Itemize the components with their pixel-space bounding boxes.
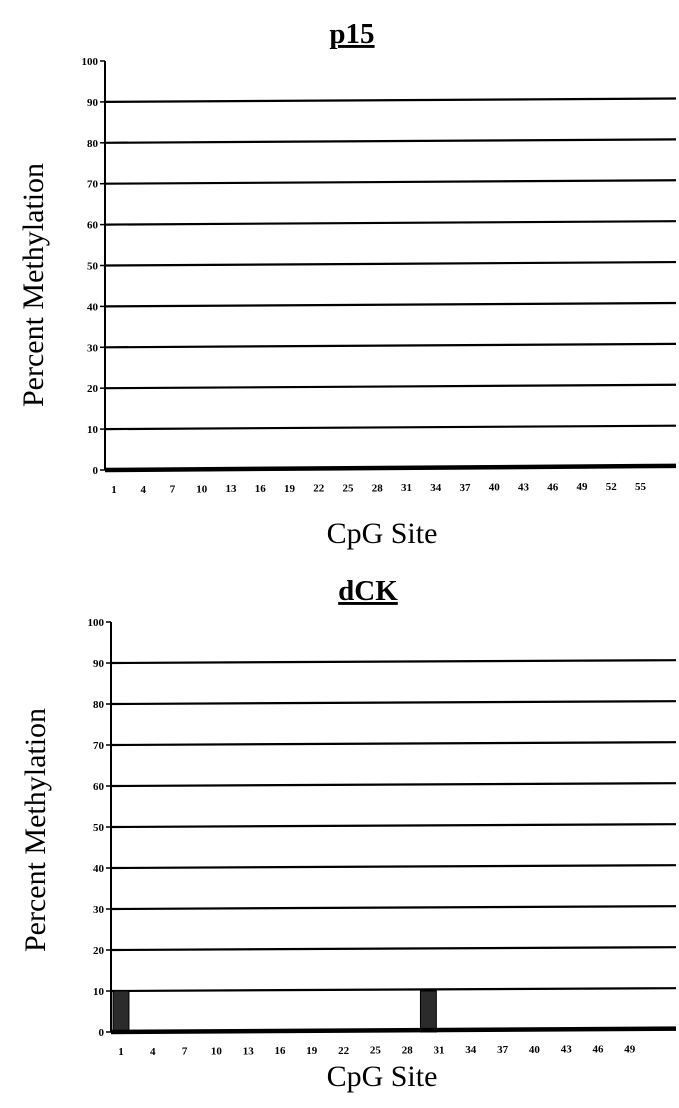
x-tick-label-49: 49: [624, 1043, 636, 1055]
gridline-90: [104, 97, 677, 103]
gridline-80: [110, 700, 677, 706]
x-tick-label-34: 34: [465, 1044, 477, 1056]
y-tick-label-100: 100: [82, 56, 99, 68]
dck-chart: dCK Percent Methylation CpG Site 0 10 20 30…: [19, 575, 677, 1093]
x-tick-label-37: 37: [460, 482, 472, 494]
y-tick-label-10: 10: [93, 986, 105, 998]
gridline-10: [110, 987, 677, 993]
gridline-30: [110, 905, 677, 911]
x-axis-title: CpG Site: [327, 1060, 438, 1093]
gridlines: [110, 659, 677, 993]
x-tick-label-37: 37: [497, 1044, 509, 1056]
gridline-50: [104, 260, 677, 267]
y-tick-label-80: 80: [93, 699, 105, 711]
x-tick-label-10: 10: [196, 483, 208, 495]
gridline-40: [110, 864, 677, 870]
x-tick-label-46: 46: [547, 481, 559, 493]
gridline-80: [104, 138, 677, 144]
x-tick-label-7: 7: [170, 484, 176, 496]
gridline-70: [104, 179, 677, 185]
gridline-40: [104, 301, 677, 308]
y-tick-label-50: 50: [87, 261, 99, 273]
x-tick-label-31: 31: [401, 482, 412, 494]
x-tick-label-25: 25: [370, 1045, 382, 1057]
y-tick-label-50: 50: [93, 822, 105, 834]
x-tick-label-49: 49: [577, 481, 589, 493]
y-tick-label-70: 70: [87, 179, 99, 191]
x-tick-label-19: 19: [284, 483, 296, 495]
x-tick-label-22: 22: [338, 1045, 350, 1057]
gridline-90: [110, 659, 677, 665]
y-tick-label-20: 20: [87, 383, 99, 395]
chart-title: dCK: [338, 575, 398, 607]
x-ticks: 1 4 7 10 13 16 19 22 25 28 31 34 37 40 43 46 49 52 55: [111, 481, 646, 496]
y-tick-label-30: 30: [93, 904, 105, 916]
x-tick-label-10: 10: [211, 1045, 223, 1057]
y-tick-label-10: 10: [87, 424, 99, 436]
y-tick-label-70: 70: [93, 740, 105, 752]
y-tick-label-90: 90: [93, 658, 105, 670]
x-tick-label-7: 7: [182, 1046, 188, 1058]
x-tick-label-4: 4: [150, 1046, 156, 1058]
x-axis-line: [104, 463, 677, 473]
y-ticks: 0 10 20 30 40 50 60 70 80 90 100: [88, 617, 111, 1039]
x-tick-label-52: 52: [606, 481, 618, 493]
gridlines: [104, 97, 677, 431]
y-axis-title: Percent Methylation: [17, 163, 50, 407]
gridline-30: [104, 342, 677, 349]
y-tick-label-60: 60: [93, 781, 105, 793]
gridline-60: [110, 782, 677, 788]
y-tick-label-100: 100: [88, 617, 105, 629]
y-tick-label-0: 0: [99, 1027, 105, 1039]
bar-site-30: [419, 990, 437, 1033]
x-tick-label-31: 31: [434, 1044, 445, 1056]
gridline-20: [110, 946, 677, 952]
x-tick-label-1: 1: [111, 484, 117, 496]
x-tick-label-16: 16: [255, 483, 267, 495]
gridline-10: [104, 424, 677, 431]
y-axis-title: Percent Methylation: [19, 708, 52, 952]
chart-title: p15: [329, 18, 374, 50]
bars: [112, 990, 437, 1033]
bar-site-1: [112, 990, 130, 1033]
x-tick-label-1: 1: [118, 1046, 124, 1058]
x-tick-label-40: 40: [529, 1044, 541, 1056]
x-axis-title: CpG Site: [327, 517, 438, 550]
y-tick-label-60: 60: [87, 220, 99, 232]
x-tick-label-13: 13: [243, 1045, 255, 1057]
x-tick-label-34: 34: [430, 482, 442, 494]
y-tick-label-40: 40: [87, 301, 99, 313]
x-tick-label-22: 22: [313, 483, 325, 495]
x-tick-label-16: 16: [275, 1045, 287, 1057]
x-tick-label-19: 19: [306, 1045, 318, 1057]
x-tick-label-55: 55: [635, 481, 647, 493]
y-tick-label-30: 30: [87, 342, 99, 354]
gridline-70: [110, 741, 677, 747]
x-tick-label-28: 28: [402, 1045, 414, 1057]
y-tick-label-90: 90: [87, 97, 99, 109]
x-tick-label-4: 4: [141, 484, 147, 496]
x-tick-label-28: 28: [372, 482, 384, 494]
x-tick-label-13: 13: [226, 483, 238, 495]
x-tick-label-40: 40: [489, 482, 501, 494]
x-tick-label-46: 46: [593, 1044, 605, 1056]
y-tick-label-20: 20: [93, 945, 105, 957]
x-tick-label-43: 43: [561, 1044, 573, 1056]
gridline-20: [104, 383, 677, 390]
x-tick-label-25: 25: [343, 483, 355, 495]
x-axis-line: [110, 1026, 677, 1035]
p15-chart: p15 Percent Methylation CpG Site 0 10 20 30…: [17, 18, 677, 550]
y-tick-label-80: 80: [87, 138, 99, 150]
x-tick-label-43: 43: [518, 481, 530, 493]
y-tick-label-40: 40: [93, 863, 105, 875]
gridline-50: [110, 823, 677, 829]
gridline-60: [104, 220, 677, 226]
y-tick-label-0: 0: [93, 465, 99, 477]
y-ticks: 0 10 20 30 40 50 60 70 80 90 100: [82, 56, 105, 477]
x-ticks: 1 4 7 10 13 16 19 22 25 28 31 34 37 40 43 46 49: [118, 1043, 636, 1058]
